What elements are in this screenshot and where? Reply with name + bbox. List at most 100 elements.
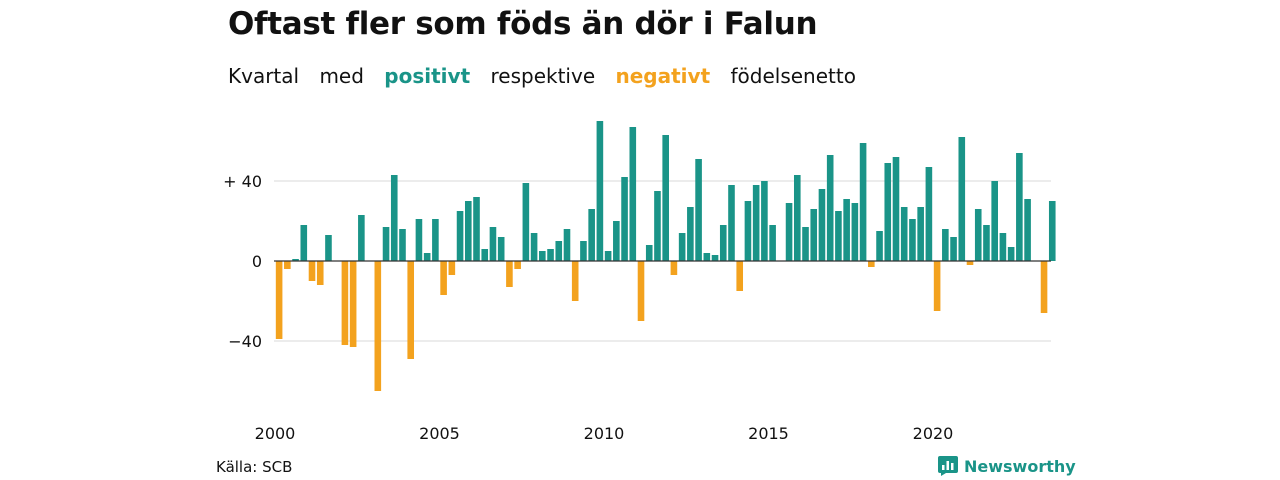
bar-2013-q3 [719, 225, 727, 261]
bar-2017-q4 [859, 143, 867, 261]
bar-2021-q4 [991, 181, 998, 261]
bar-2003-q3 [390, 175, 398, 261]
bar-2008-q2 [547, 249, 554, 261]
bar-2003-q2 [382, 227, 390, 261]
bar-2010-q3 [621, 177, 628, 261]
bar-2010-q4 [629, 127, 637, 261]
bar-2016-q1 [802, 227, 809, 261]
bar-2011-q2 [645, 245, 653, 261]
bar-2005-q4 [464, 201, 472, 261]
bar-2013-q1 [703, 253, 711, 261]
bar-2019-q1 [900, 207, 908, 261]
bar-2019-q3 [917, 207, 924, 261]
newsworthy-logo-icon [938, 456, 958, 476]
bar-2007-q2 [514, 261, 521, 269]
bar-2006-q3 [489, 227, 497, 261]
bar-2005-q1 [440, 261, 447, 295]
bar-2008-q4 [563, 229, 571, 261]
bar-2019-q4 [925, 167, 933, 261]
subtitle-part-3: respektive [490, 64, 596, 88]
bar-2011-q1 [637, 261, 645, 321]
x-tick-label: 2010 [584, 424, 625, 443]
bar-2007-q1 [506, 261, 513, 287]
bar-2018-q3 [884, 163, 892, 261]
bar-2012-q2 [678, 233, 686, 261]
bar-2020-q1 [933, 261, 941, 311]
bar-2002-q1 [341, 261, 349, 345]
subtitle-part-2: med [319, 64, 364, 88]
bar-2003-q4 [399, 229, 406, 261]
bar-2004-q3 [423, 253, 431, 261]
source-note: Källa: SCB [216, 458, 293, 476]
chart-title: Oftast fler som föds än dör i Falun [228, 6, 818, 42]
bar-2005-q3 [456, 211, 464, 261]
bar-2003-q1 [374, 261, 382, 391]
y-tick-label: −40 [228, 332, 262, 351]
bar-2023-q2 [1040, 261, 1048, 313]
bar-2005-q2 [448, 261, 456, 275]
y-tick-label: + 40 [223, 172, 262, 191]
chart-subtitle: Kvartal med positivt respektive negativt… [228, 64, 870, 88]
newsworthy-logo-text: Newsworthy [964, 456, 1076, 476]
bar-2009-q1 [571, 261, 579, 301]
bar-2010-q2 [613, 221, 620, 261]
bar-2015-q1 [769, 225, 776, 261]
subtitle-negative-word: negativt [615, 64, 711, 88]
x-tick-label: 2000 [255, 424, 296, 443]
bar-2004-q4 [432, 219, 439, 261]
bar-2014-q2 [744, 201, 752, 261]
bar-2012-q1 [670, 261, 678, 275]
y-tick-label: 0 [252, 252, 262, 271]
bar-2023-q3 [1048, 201, 1056, 261]
bar-2006-q4 [497, 237, 505, 261]
bar-2001-q2 [316, 261, 324, 285]
bar-2009-q3 [588, 209, 595, 261]
bar-2011-q3 [654, 191, 661, 261]
bar-2013-q2 [711, 255, 719, 261]
bar-2011-q4 [662, 135, 669, 261]
bar-2015-q4 [793, 175, 801, 261]
bar-2018-q2 [876, 231, 883, 261]
bar-2022-q3 [1016, 153, 1023, 261]
bar-2018-q4 [892, 157, 900, 261]
bar-2017-q3 [851, 203, 859, 261]
newsworthy-logo: Newsworthy [938, 456, 1076, 476]
bar-2002-q2 [349, 261, 357, 347]
bar-2021-q3 [983, 225, 990, 261]
bar-2000-q1 [275, 261, 283, 339]
bar-2013-q4 [728, 185, 735, 261]
bar-2019-q2 [909, 219, 916, 261]
bar-2009-q2 [580, 241, 587, 261]
bar-2000-q4 [300, 225, 308, 261]
x-tick-label: 2020 [913, 424, 954, 443]
bar-2002-q3 [358, 215, 365, 261]
bar-2010-q1 [604, 251, 612, 261]
bar-2018-q1 [868, 261, 875, 267]
subtitle-part-4: födelsenetto [730, 64, 856, 88]
bar-2014-q1 [736, 261, 744, 291]
bar-2015-q3 [785, 203, 793, 261]
bar-2012-q3 [687, 207, 694, 261]
bar-2006-q2 [481, 249, 489, 261]
bar-2008-q3 [555, 241, 563, 261]
bar-2001-q1 [308, 261, 316, 281]
x-tick-label: 2005 [419, 424, 460, 443]
bar-2006-q1 [473, 197, 480, 261]
bar-2014-q4 [761, 181, 768, 261]
bar-2020-q3 [950, 237, 957, 261]
bar-2022-q1 [999, 233, 1007, 261]
bar-2016-q3 [818, 189, 826, 261]
bar-2007-q4 [530, 233, 538, 261]
bar-2021-q1 [966, 261, 974, 265]
bar-2007-q3 [522, 183, 530, 261]
bar-2009-q4 [596, 121, 604, 261]
subtitle-part-1: Kvartal [228, 64, 300, 88]
bar-2000-q2 [284, 261, 291, 269]
bar-2004-q1 [407, 261, 415, 359]
bar-2016-q2 [810, 209, 818, 261]
bar-2022-q4 [1024, 199, 1031, 261]
bar-2020-q2 [942, 229, 949, 261]
bar-2008-q1 [539, 251, 546, 261]
bar-2021-q2 [974, 209, 982, 261]
